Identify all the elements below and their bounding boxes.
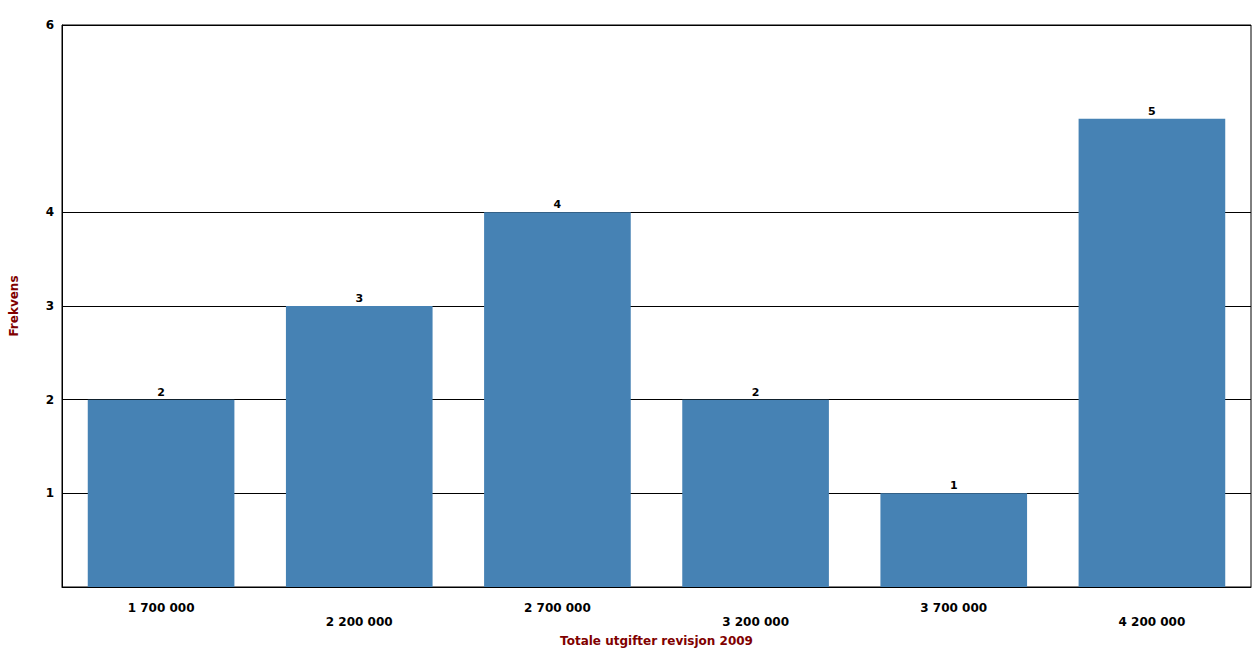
svg-text:4 200 000: 4 200 000 — [1119, 615, 1186, 629]
svg-text:6: 6 — [46, 18, 54, 32]
svg-text:4: 4 — [46, 205, 54, 219]
svg-text:2 200 000: 2 200 000 — [326, 615, 393, 629]
svg-text:2: 2 — [752, 386, 760, 399]
svg-text:Frekvens: Frekvens — [7, 275, 21, 336]
svg-text:Totale utgifter revisjon 2009: Totale utgifter revisjon 2009 — [560, 634, 753, 648]
svg-text:3: 3 — [46, 299, 54, 313]
svg-text:2 700 000: 2 700 000 — [524, 601, 591, 615]
svg-text:1: 1 — [46, 486, 54, 500]
svg-text:2: 2 — [157, 386, 165, 399]
svg-text:1: 1 — [950, 479, 958, 492]
svg-text:3: 3 — [355, 292, 363, 305]
svg-text:1 700 000: 1 700 000 — [128, 601, 195, 615]
svg-text:3 700 000: 3 700 000 — [920, 601, 987, 615]
svg-text:2: 2 — [46, 393, 54, 407]
svg-text:4: 4 — [554, 198, 562, 211]
svg-text:5: 5 — [1148, 105, 1156, 118]
svg-text:3 200 000: 3 200 000 — [722, 615, 789, 629]
